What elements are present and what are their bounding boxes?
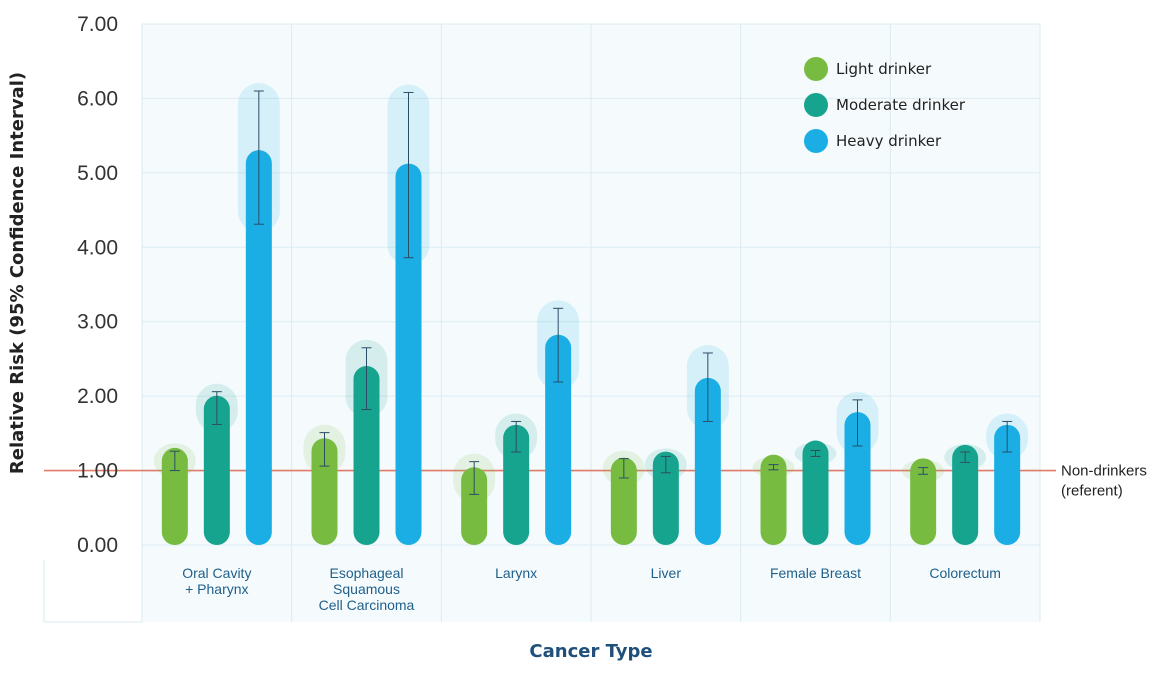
y-tick-label: 4.00	[77, 236, 118, 259]
error-bar	[768, 464, 779, 471]
legend-swatch	[804, 57, 828, 81]
y-tick-label: 7.00	[77, 13, 118, 36]
legend: Light drinker Moderate drinker Heavy drink…	[804, 57, 966, 153]
error-bar	[702, 352, 713, 422]
x-tick-label: Liver	[651, 565, 682, 581]
bar	[760, 454, 787, 545]
bar	[395, 163, 422, 546]
x-tick-label: Larynx	[495, 565, 537, 581]
y-tick-label: 5.00	[77, 162, 118, 185]
error-bar	[553, 307, 564, 383]
bar	[844, 412, 871, 545]
legend-label: Heavy drinker	[836, 132, 942, 150]
x-tick-label: Oral Cavity	[182, 565, 251, 581]
error-bar	[960, 451, 971, 463]
error-bar	[1002, 420, 1013, 453]
reference-line-label: (referent)	[1061, 483, 1123, 500]
y-axis-ticks: 0.00 1.00 2.00 3.00 4.00 5.00 6.00 7.00	[77, 13, 118, 557]
x-tick-label: Cell Carcinoma	[319, 597, 415, 613]
bar	[652, 451, 679, 545]
bar	[503, 424, 530, 545]
y-tick-label: 0.00	[77, 534, 118, 557]
error-bar	[361, 347, 372, 411]
bar	[203, 395, 230, 545]
legend-swatch	[804, 129, 828, 153]
error-bar	[211, 391, 222, 425]
reference-line-label: Non-drinkers	[1061, 463, 1147, 480]
bar	[311, 438, 338, 545]
error-bar	[660, 455, 671, 474]
bar	[545, 334, 572, 545]
bar	[910, 458, 937, 545]
error-bar	[403, 91, 414, 259]
error-bar	[618, 458, 629, 479]
bar	[245, 150, 272, 545]
error-bar	[253, 90, 264, 225]
bar	[161, 447, 188, 545]
error-bar	[511, 420, 522, 453]
bar	[610, 457, 637, 545]
error-bar	[469, 461, 480, 495]
bar	[353, 366, 380, 545]
x-tick-label: Squamous	[333, 581, 400, 597]
bar	[952, 444, 979, 545]
bar	[994, 424, 1021, 545]
y-axis-label: Relative Risk (95% Confidence Interval)	[7, 72, 28, 474]
bar	[694, 377, 721, 545]
legend-swatch	[804, 93, 828, 117]
x-tick-label: Esophageal	[330, 565, 404, 581]
error-bar	[852, 399, 863, 447]
bar	[461, 467, 488, 545]
error-bar	[319, 432, 330, 467]
bar	[802, 440, 829, 545]
y-tick-label: 1.00	[77, 460, 118, 483]
error-bar	[169, 450, 180, 472]
x-tick-label: Colorectum	[929, 565, 1001, 581]
x-tick-label: + Pharynx	[185, 581, 248, 597]
legend-label: Moderate drinker	[836, 96, 966, 114]
bars	[153, 82, 1029, 546]
x-tick-label: Female Breast	[770, 565, 861, 581]
error-bar	[918, 467, 929, 475]
y-tick-label: 3.00	[77, 311, 118, 334]
x-axis-label: Cancer Type	[529, 641, 652, 662]
y-tick-label: 2.00	[77, 385, 118, 408]
legend-label: Light drinker	[836, 60, 932, 78]
error-bar	[810, 449, 821, 457]
x-axis-ticks: Oral Cavity+ Pharynx EsophagealSquamousCe…	[182, 565, 1001, 613]
y-tick-label: 6.00	[77, 87, 118, 110]
